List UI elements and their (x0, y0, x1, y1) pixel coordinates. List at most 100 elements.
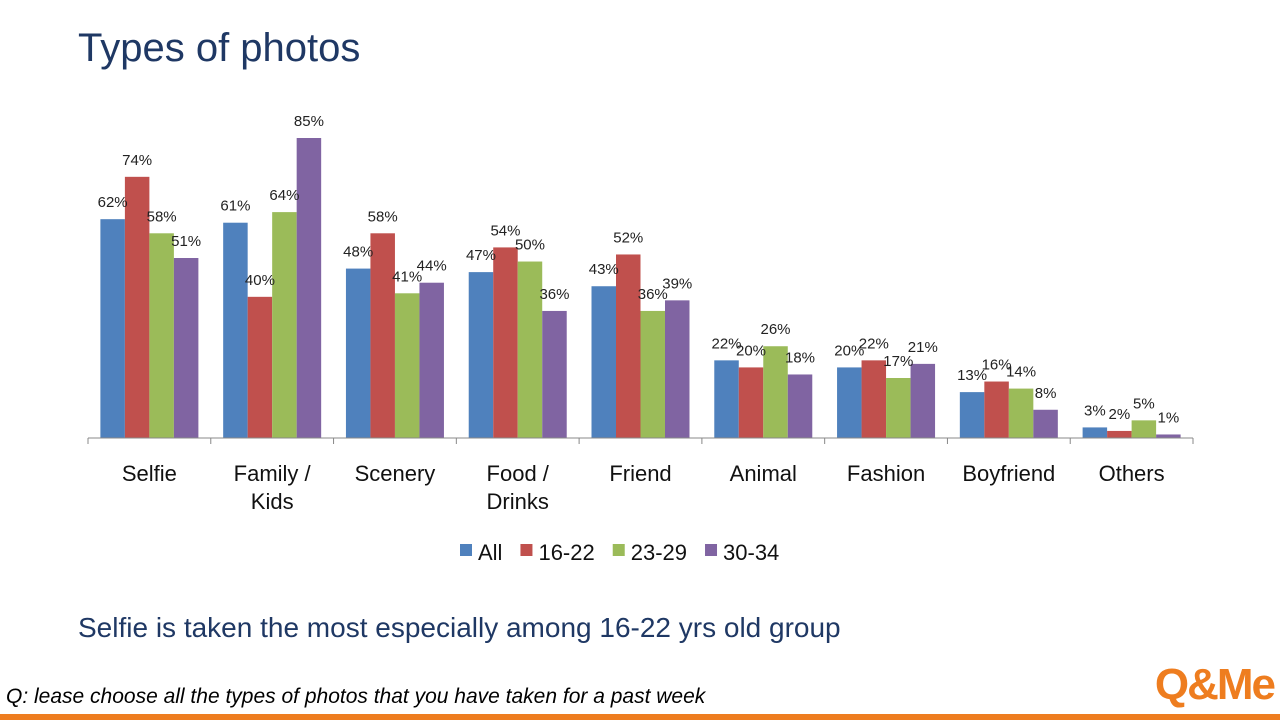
data-label: 1% (1158, 409, 1180, 426)
category-label: Scenery (355, 461, 436, 486)
legend-entry: 30-34 (723, 540, 779, 565)
data-label: 47% (466, 247, 496, 264)
data-label: 20% (736, 342, 766, 359)
bar (370, 233, 395, 438)
bar (1008, 388, 1034, 438)
bar-chart: 62% 74% 58% 51% 61% 40% 64% 85% 48% 58% 41%44% 47% 5… (87, 113, 1194, 565)
bar (738, 367, 764, 438)
bar (714, 360, 739, 438)
data-label: 22% (859, 335, 889, 352)
bar (1131, 420, 1157, 438)
legend-entry: 23-29 (631, 540, 687, 565)
data-label: 5% (1133, 395, 1155, 412)
category-labels-group: Selfie Family / Kids Scenery Food / Drinks Fri… (122, 461, 1165, 514)
data-label: 74% (122, 152, 152, 169)
bar (616, 254, 641, 438)
data-label: 14% (1006, 364, 1036, 381)
bar (984, 381, 1009, 438)
data-label: 3% (1084, 402, 1106, 419)
legend-entry: All (478, 540, 502, 565)
bar (394, 293, 420, 438)
bar (149, 233, 174, 438)
bar (1107, 430, 1132, 438)
bar (468, 272, 494, 438)
bar (1156, 434, 1181, 438)
legend-entry: 16-22 (538, 540, 594, 565)
data-label: 50% (515, 237, 545, 254)
data-label: 61% (220, 198, 250, 215)
bar (787, 374, 813, 438)
category-label: Fashion (847, 461, 925, 486)
legend-swatch (460, 544, 472, 556)
bar (837, 367, 862, 438)
bars-group (100, 138, 1181, 438)
data-label: 20% (834, 342, 864, 359)
bar (1082, 427, 1108, 438)
data-label: 2% (1109, 406, 1131, 423)
bar (493, 247, 518, 438)
data-label: 64% (269, 187, 299, 204)
data-label: 43% (589, 261, 619, 278)
bar (910, 363, 936, 438)
data-label: 39% (662, 275, 692, 292)
category-label: Drinks (487, 489, 549, 514)
survey-question: Q: lease choose all the types of photos … (6, 685, 706, 708)
category-label: Others (1099, 461, 1165, 486)
bar (223, 222, 248, 438)
data-label: 17% (883, 353, 913, 370)
data-label: 18% (785, 349, 815, 366)
data-label: 51% (171, 233, 201, 250)
bar (640, 310, 665, 438)
legend-swatch (705, 544, 718, 556)
bar (345, 268, 371, 438)
bar (100, 219, 125, 438)
data-label: 58% (368, 208, 398, 225)
data-label: 85% (294, 113, 324, 130)
data-label: 58% (147, 208, 177, 225)
data-labels-group: 62% 74% 58% 51% 61% 40% 64% 85% 48% 58% 41%44% 47% 5… (98, 113, 1180, 426)
data-label: 44% (417, 258, 447, 275)
bar (886, 378, 911, 438)
bar (247, 296, 273, 438)
bar (665, 300, 690, 438)
data-label: 48% (343, 244, 373, 261)
bar (591, 286, 616, 438)
data-label: 36% (638, 286, 668, 303)
footer-bar (0, 714, 1280, 720)
bar (959, 392, 985, 438)
data-label: 16% (982, 357, 1012, 374)
data-label: 26% (761, 321, 791, 338)
data-label: 40% (245, 272, 275, 289)
data-label: 62% (98, 194, 128, 211)
bar (763, 346, 788, 438)
bar (517, 261, 543, 438)
legend-swatch (520, 544, 533, 556)
bar (861, 360, 887, 438)
data-label: 8% (1035, 385, 1057, 402)
bar (542, 310, 567, 438)
category-label: Friend (609, 461, 671, 486)
legend: All 16-22 23-29 30-34 (460, 540, 779, 565)
category-label: Family / (234, 461, 312, 486)
data-label: 36% (539, 286, 569, 303)
conclusion-text: Selfie is taken the most especially amon… (78, 612, 841, 643)
data-label: 21% (908, 339, 938, 356)
page-title: Types of photos (78, 26, 361, 70)
data-label: 52% (613, 229, 643, 246)
category-label: Food / (487, 461, 550, 486)
x-axis-ticks (87, 438, 1194, 444)
data-label: 41% (392, 268, 422, 285)
data-label: 54% (490, 222, 520, 239)
data-label: 22% (712, 335, 742, 352)
bar (419, 282, 444, 438)
brand-logo: Q&Me (1154, 660, 1276, 709)
bar (124, 176, 150, 438)
bar (296, 138, 322, 438)
category-label: Boyfriend (962, 461, 1055, 486)
legend-swatch (612, 544, 625, 556)
bar (1033, 409, 1058, 438)
category-label: Animal (730, 461, 797, 486)
bar (272, 212, 297, 438)
bar (173, 258, 199, 438)
data-label: 13% (957, 367, 987, 384)
